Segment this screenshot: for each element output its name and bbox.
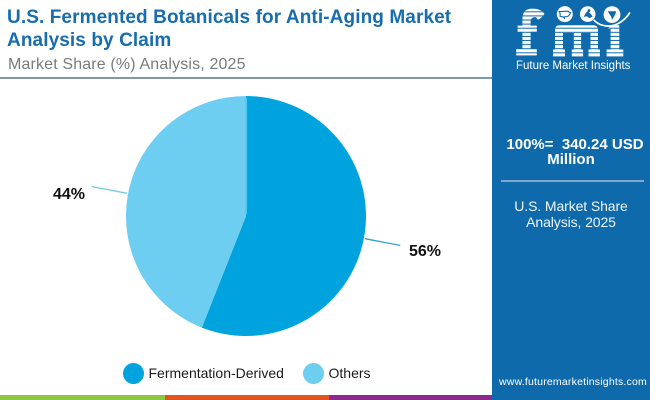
svg-text:Future Market Insights: Future Market Insights — [516, 60, 631, 72]
